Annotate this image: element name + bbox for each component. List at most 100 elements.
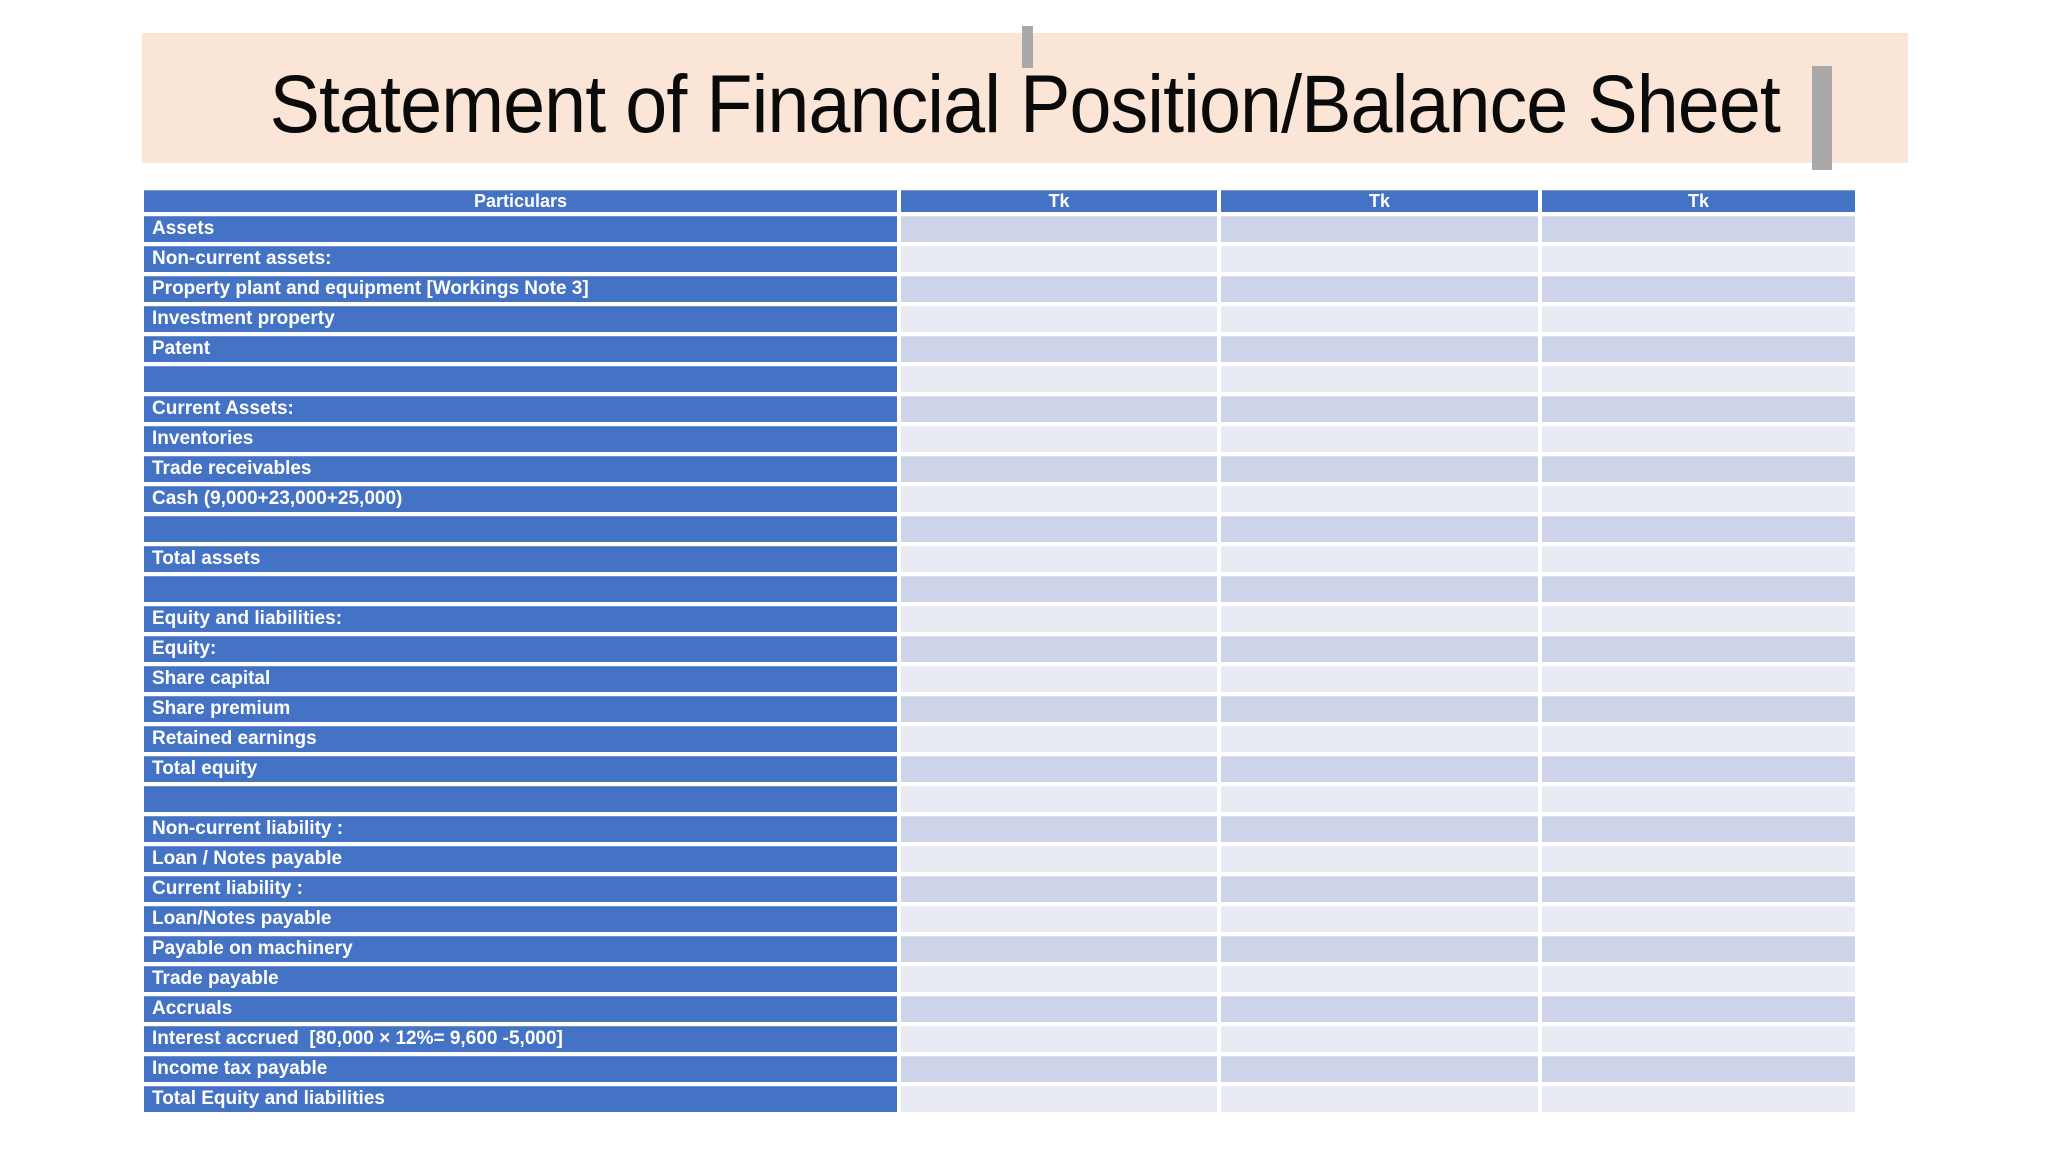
value-cell xyxy=(1542,366,1855,392)
value-cell xyxy=(901,996,1217,1022)
value-cell xyxy=(1542,1026,1855,1052)
value-cell xyxy=(1221,966,1538,992)
row-label: Income tax payable xyxy=(144,1056,897,1082)
row-label: Inventories xyxy=(144,426,897,452)
value-cell xyxy=(1221,726,1538,752)
value-cell xyxy=(1542,606,1855,632)
value-cell xyxy=(901,906,1217,932)
row-label: Equity: xyxy=(144,636,897,662)
value-cell xyxy=(1221,1086,1538,1112)
value-cell xyxy=(1221,666,1538,692)
value-cell xyxy=(1542,786,1855,812)
row-label: Interest accrued [80,000 × 12%= 9,600 -5… xyxy=(144,1026,897,1052)
value-cell xyxy=(1542,486,1855,512)
row-label: Loan / Notes payable xyxy=(144,846,897,872)
value-cell xyxy=(1542,546,1855,572)
header-particulars: Particulars xyxy=(144,190,897,212)
value-cell xyxy=(901,666,1217,692)
row-label xyxy=(144,516,897,542)
value-cell xyxy=(901,876,1217,902)
value-cell xyxy=(901,636,1217,662)
value-cell xyxy=(1542,726,1855,752)
value-cell xyxy=(901,456,1217,482)
header-tk-2: Tk xyxy=(1221,190,1538,212)
row-label: Equity and liabilities: xyxy=(144,606,897,632)
value-cell xyxy=(1221,396,1538,422)
value-cell xyxy=(1542,576,1855,602)
value-cell xyxy=(901,216,1217,242)
value-cell xyxy=(1542,396,1855,422)
row-label: Accruals xyxy=(144,996,897,1022)
value-cell xyxy=(901,786,1217,812)
value-cell xyxy=(1221,1056,1538,1082)
value-cell xyxy=(901,1026,1217,1052)
row-label: Total equity xyxy=(144,756,897,782)
value-cell xyxy=(1221,516,1538,542)
row-label: Retained earnings xyxy=(144,726,897,752)
value-cell xyxy=(901,366,1217,392)
header-tk-1: Tk xyxy=(901,190,1217,212)
value-cell xyxy=(901,306,1217,332)
value-cell xyxy=(1221,606,1538,632)
value-cell xyxy=(1221,996,1538,1022)
value-cell xyxy=(1221,306,1538,332)
value-cell xyxy=(901,846,1217,872)
value-cell xyxy=(901,516,1217,542)
value-cell xyxy=(1221,696,1538,722)
value-cell xyxy=(1542,696,1855,722)
value-cell xyxy=(1542,306,1855,332)
row-label: Loan/Notes payable xyxy=(144,906,897,932)
value-cell xyxy=(1542,906,1855,932)
value-cell xyxy=(1542,876,1855,902)
value-cell xyxy=(901,486,1217,512)
row-label: Current liability : xyxy=(144,876,897,902)
value-cell xyxy=(901,336,1217,362)
value-cell xyxy=(1221,276,1538,302)
row-label: Cash (9,000+23,000+25,000) xyxy=(144,486,897,512)
slide-title: Statement of Financial Position/Balance … xyxy=(269,59,1781,150)
value-cell xyxy=(1221,336,1538,362)
value-cell xyxy=(901,936,1217,962)
row-label: Assets xyxy=(144,216,897,242)
value-cell xyxy=(901,756,1217,782)
row-label: Total Equity and liabilities xyxy=(144,1086,897,1112)
header-tk-3: Tk xyxy=(1542,190,1855,212)
value-cell xyxy=(1542,936,1855,962)
value-cell xyxy=(1542,966,1855,992)
value-cell xyxy=(1221,246,1538,272)
row-label: Patent xyxy=(144,336,897,362)
cursor-marker-right xyxy=(1812,66,1832,170)
row-label: Share premium xyxy=(144,696,897,722)
value-cell xyxy=(901,816,1217,842)
row-label: Total assets xyxy=(144,546,897,572)
row-label: Trade payable xyxy=(144,966,897,992)
value-cell xyxy=(1542,336,1855,362)
row-label xyxy=(144,366,897,392)
value-cell xyxy=(1542,516,1855,542)
value-cell xyxy=(1542,276,1855,302)
row-label: Payable on machinery xyxy=(144,936,897,962)
row-label: Non-current assets: xyxy=(144,246,897,272)
value-cell xyxy=(1221,636,1538,662)
row-label: Current Assets: xyxy=(144,396,897,422)
value-cell xyxy=(1221,216,1538,242)
value-cell xyxy=(901,576,1217,602)
row-label: Trade receivables xyxy=(144,456,897,482)
value-cell xyxy=(901,276,1217,302)
cursor-marker-top xyxy=(1022,26,1033,68)
value-cell xyxy=(1221,906,1538,932)
value-cell xyxy=(1221,846,1538,872)
value-cell xyxy=(1221,816,1538,842)
value-cell xyxy=(901,696,1217,722)
row-label xyxy=(144,786,897,812)
value-cell xyxy=(1221,546,1538,572)
value-cell xyxy=(1221,936,1538,962)
value-cell xyxy=(1221,366,1538,392)
row-label: Property plant and equipment [Workings N… xyxy=(144,276,897,302)
value-cell xyxy=(901,966,1217,992)
balance-sheet-table: Particulars Tk Tk Tk Assets Non-current asset… xyxy=(144,190,1855,1112)
row-label: Investment property xyxy=(144,306,897,332)
value-cell xyxy=(1542,426,1855,452)
value-cell xyxy=(1542,1086,1855,1112)
row-label: Share capital xyxy=(144,666,897,692)
